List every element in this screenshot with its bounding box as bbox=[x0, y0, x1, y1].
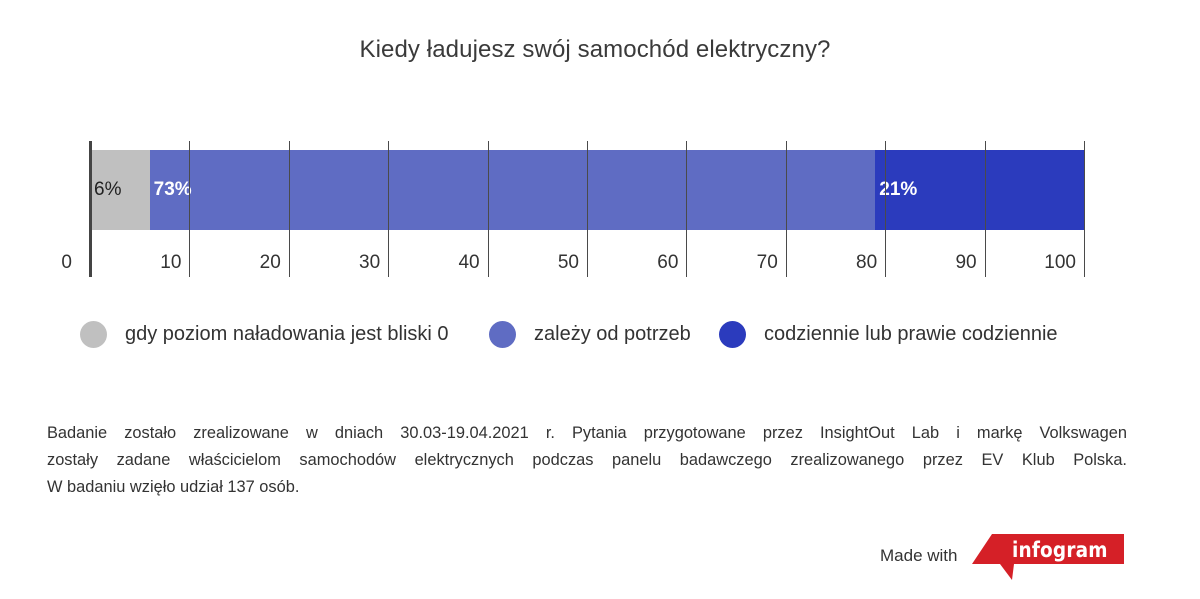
legend-dot-icon bbox=[80, 320, 107, 348]
axis-baseline bbox=[89, 141, 92, 277]
legend-label: zależy od potrzeb bbox=[534, 322, 691, 345]
x-tick-label: 20 bbox=[259, 252, 281, 273]
bar-segment-as-needed: 73% bbox=[149, 150, 876, 230]
survey-note: Badanie zostało zrealizowane w dniach 30… bbox=[47, 420, 1127, 501]
x-tick-label: 100 bbox=[1044, 252, 1076, 273]
gridline bbox=[288, 141, 290, 277]
infogram-brand: infogram bbox=[1012, 538, 1108, 562]
gridline bbox=[388, 141, 390, 277]
gridline bbox=[984, 141, 986, 277]
gridline bbox=[189, 141, 191, 277]
chart-legend: gdy poziom naładowania jest bliski 0 zal… bbox=[0, 318, 1200, 350]
x-tick-label: 40 bbox=[458, 252, 480, 273]
infogram-flag-icon bbox=[972, 534, 1124, 580]
gridline bbox=[487, 141, 489, 277]
legend-dot-icon bbox=[489, 320, 516, 348]
x-tick-label: 90 bbox=[955, 252, 977, 273]
gridline bbox=[785, 141, 787, 277]
bar-segment-daily: 21% bbox=[875, 150, 1084, 230]
bar-segment-near-zero: 6% bbox=[90, 150, 150, 230]
survey-note-line: Badanie zostało zrealizowane w dniach 30… bbox=[47, 424, 1127, 442]
x-tick-label: 60 bbox=[657, 252, 679, 273]
x-tick-label: 0 bbox=[61, 252, 72, 273]
gridline bbox=[1084, 141, 1085, 277]
legend-item-as-needed: zależy od potrzeb bbox=[489, 318, 691, 350]
x-tick-label: 80 bbox=[856, 252, 878, 273]
survey-note-line: zostały zadane właścicielom samochodów e… bbox=[47, 451, 1127, 469]
legend-label: codziennie lub prawie codziennie bbox=[764, 322, 1058, 345]
made-with-label: Made with bbox=[880, 546, 958, 565]
x-tick-label: 50 bbox=[557, 252, 579, 273]
infogram-logo-icon[interactable]: infogram bbox=[972, 534, 1124, 594]
gridline bbox=[587, 141, 588, 277]
x-tick-label: 10 bbox=[160, 252, 182, 273]
legend-dot-icon bbox=[719, 320, 746, 348]
chart-plot-area: 6% 73% 21% 0 10 20 30 40 50 60 70 80 90 100 bbox=[61, 141, 1085, 277]
made-with-infogram[interactable]: Made with infogram bbox=[880, 534, 1140, 584]
chart-title: Kiedy ładujesz swój samochód elektryczny… bbox=[359, 36, 831, 63]
x-tick-label: 70 bbox=[756, 252, 778, 273]
x-tick-label: 30 bbox=[359, 252, 381, 273]
legend-item-near-zero: gdy poziom naładowania jest bliski 0 bbox=[80, 318, 449, 350]
survey-note-line: W badaniu wzięło udział 137 osób. bbox=[47, 478, 300, 496]
legend-label: gdy poziom naładowania jest bliski 0 bbox=[125, 322, 449, 345]
legend-item-daily: codziennie lub prawie codziennie bbox=[719, 318, 1058, 350]
gridline bbox=[885, 141, 887, 277]
gridline bbox=[686, 141, 688, 277]
